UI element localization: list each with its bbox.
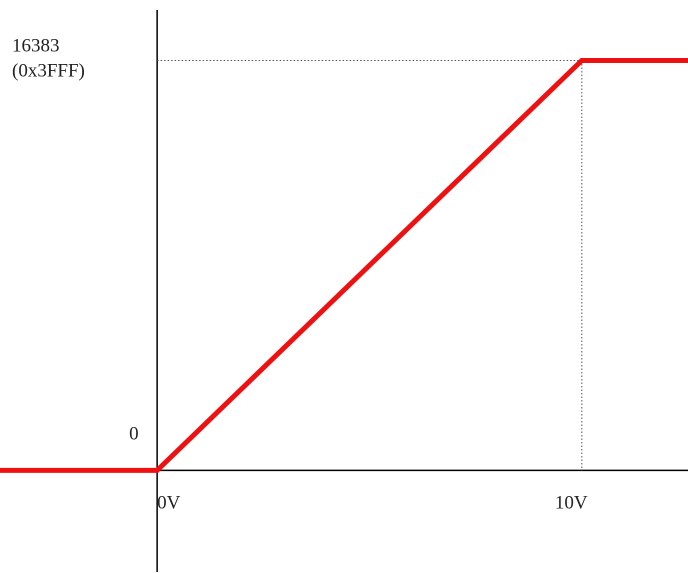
output-series-line bbox=[0, 58, 688, 473]
x-tick-label-10v: 10V bbox=[555, 492, 588, 513]
y-label-zero: 0 bbox=[129, 423, 139, 444]
y-label-max-hex: (0x3FFF) bbox=[12, 60, 85, 81]
y-label-max-decimal: 16383 bbox=[12, 35, 60, 56]
x-tick-label-0v: 0V bbox=[157, 492, 181, 513]
